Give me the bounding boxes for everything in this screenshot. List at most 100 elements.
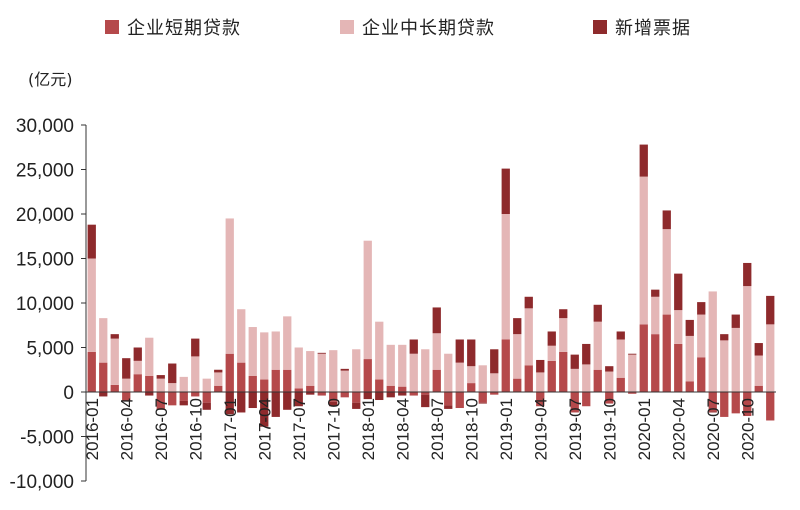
- bar-mid_long_term-2018-07: [432, 333, 441, 370]
- bar-mid_long_term-2020-02: [651, 296, 660, 335]
- x-tick-label: 2019-01: [497, 398, 516, 460]
- x-tick-label: 2019-10: [600, 398, 619, 460]
- bar-bills-2020-02: [651, 289, 660, 297]
- bar-bills-2019-01: [501, 168, 510, 214]
- bar-mid_long_term-2016-09: [179, 376, 188, 392]
- bar-bills-2020-09: [731, 314, 740, 328]
- y-axis-unit-label: (亿元): [28, 70, 73, 89]
- bar-mid_long_term-2018-01: [363, 240, 372, 360]
- x-tick-label: 2018-07: [428, 398, 447, 460]
- bar-short_term-2020-09: [731, 392, 740, 414]
- bar-bills-2017-03: [248, 392, 257, 409]
- bar-bills-2020-08: [720, 334, 729, 341]
- bar-mid_long_term-2016-03: [110, 338, 119, 385]
- bar-bills-2016-01: [87, 224, 96, 259]
- bar-short_term-2016-02: [99, 362, 108, 392]
- bar-bills-2019-11: [616, 331, 625, 340]
- bar-short_term-2017-08: [306, 385, 315, 392]
- bar-short_term-2020-11: [754, 385, 763, 392]
- bar-bills-2017-06: [283, 392, 292, 410]
- bar-mid_long_term-2020-08: [720, 340, 729, 392]
- bar-mid_long_term-2018-11: [478, 365, 487, 392]
- bar-short_term-2019-06: [559, 351, 568, 392]
- bar-bills-2020-01: [639, 144, 648, 177]
- bar-short_term-2019-09: [593, 369, 602, 392]
- bar-bills-2016-04: [122, 358, 131, 379]
- bar-mid_long_term-2017-05: [271, 331, 280, 370]
- bar-mid_long_term-2020-01: [639, 176, 648, 325]
- bar-bills-2020-04: [674, 273, 683, 311]
- bar-short_term-2019-08: [582, 392, 591, 407]
- bar-mid_long_term-2018-02: [375, 321, 384, 380]
- x-tick-label: 2017-10: [324, 398, 343, 460]
- bar-short_term-2016-05: [133, 374, 142, 392]
- bar-short_term-2016-08: [168, 392, 177, 406]
- y-tick-label: 5,000: [26, 339, 74, 360]
- bar-mid_long_term-2020-06: [697, 314, 706, 358]
- x-tick-label: 2019-04: [531, 398, 550, 460]
- x-tick-label: 2019-07: [566, 398, 585, 460]
- bar-mid_long_term-2017-06: [283, 316, 292, 370]
- bar-short_term-2020-04: [674, 343, 683, 392]
- bar-bills-2017-11: [340, 368, 349, 371]
- bar-mid_long_term-2018-09: [455, 362, 464, 392]
- bar-bills-2018-03: [386, 392, 395, 398]
- bar-bills-2019-05: [547, 331, 556, 346]
- bar-short_term-2018-07: [432, 369, 441, 392]
- bar-bills-2019-09: [593, 304, 602, 322]
- bar-short_term-2019-05: [547, 360, 556, 392]
- bar-bills-2017-01: [225, 392, 234, 415]
- bar-mid_long_term-2017-11: [340, 370, 349, 392]
- bar-mid_long_term-2016-06: [145, 337, 154, 376]
- bar-mid_long_term-2016-01: [87, 258, 96, 352]
- legend-item-short-term: 企业短期贷款: [105, 14, 241, 40]
- bar-mid_long_term-2016-05: [133, 360, 142, 375]
- bar-mid_long_term-2016-08: [168, 383, 177, 392]
- bar-bills-2016-07: [156, 375, 165, 379]
- bar-mid_long_term-2019-10: [605, 371, 614, 392]
- bar-short_term-2016-09: [179, 392, 188, 401]
- legend-item-mid-long-term: 企业中长期贷款: [340, 14, 495, 40]
- bar-short_term-2017-03: [248, 375, 257, 392]
- chart-legend: 企业短期贷款 企业中长期贷款 新增票据: [0, 14, 800, 40]
- bar-short_term-2017-11: [340, 392, 349, 398]
- bar-mid_long_term-2019-08: [582, 364, 591, 392]
- x-tick-label: 2018-10: [462, 398, 481, 460]
- bar-mid_long_term-2017-01: [225, 218, 234, 354]
- bar-bills-2017-12: [352, 402, 361, 409]
- bar-bills-2017-08: [306, 392, 315, 395]
- bar-mid_long_term-2018-03: [386, 344, 395, 386]
- axes-layer: -10,000 -5,000 0 5,000 10,000 15,000 20,000 25,…: [10, 116, 776, 493]
- bar-short_term-2016-12: [214, 385, 223, 392]
- bar-bills-2019-10: [605, 366, 614, 372]
- bar-bills-2018-01: [363, 392, 372, 400]
- bar-bills-2017-02: [237, 392, 246, 413]
- bar-bills-2020-10: [743, 262, 752, 287]
- bar-short_term-2020-03: [662, 314, 671, 392]
- bar-short_term-2018-04: [398, 386, 407, 392]
- x-tick-label: 2017-04: [255, 398, 274, 460]
- bar-bills-2020-06: [697, 302, 706, 315]
- bar-bills-2019-06: [559, 309, 568, 319]
- bar-short_term-2017-05: [271, 369, 280, 392]
- bar-short_term-2020-08: [720, 392, 729, 417]
- bar-bills-2020-03: [662, 210, 671, 230]
- bar-bills-2016-05: [133, 347, 142, 361]
- bar-bills-2016-06: [145, 392, 154, 396]
- bar-mid_long_term-2016-11: [202, 378, 211, 392]
- bar-mid_long_term-2017-12: [352, 349, 361, 392]
- bar-short_term-2019-04: [536, 392, 545, 407]
- bar-mid_long_term-2017-04: [260, 332, 269, 380]
- bar-bills-2018-12: [490, 349, 499, 374]
- bar-short_term-2018-12: [490, 392, 499, 395]
- bar-short_term-2016-01: [87, 351, 96, 392]
- legend-label-mid-long-term: 企业中长期贷款: [362, 18, 495, 39]
- bar-short_term-2020-12: [766, 392, 775, 421]
- legend-label-short-term: 企业短期贷款: [127, 18, 241, 39]
- bar-short_term-2020-01: [639, 324, 648, 392]
- bar-mid_long_term-2017-02: [237, 309, 246, 363]
- bar-short_term-2018-09: [455, 392, 464, 409]
- x-tick-label: 2016-01: [83, 398, 102, 460]
- bar-bills-2019-07: [570, 354, 579, 369]
- bar-mid_long_term-2018-04: [398, 344, 407, 387]
